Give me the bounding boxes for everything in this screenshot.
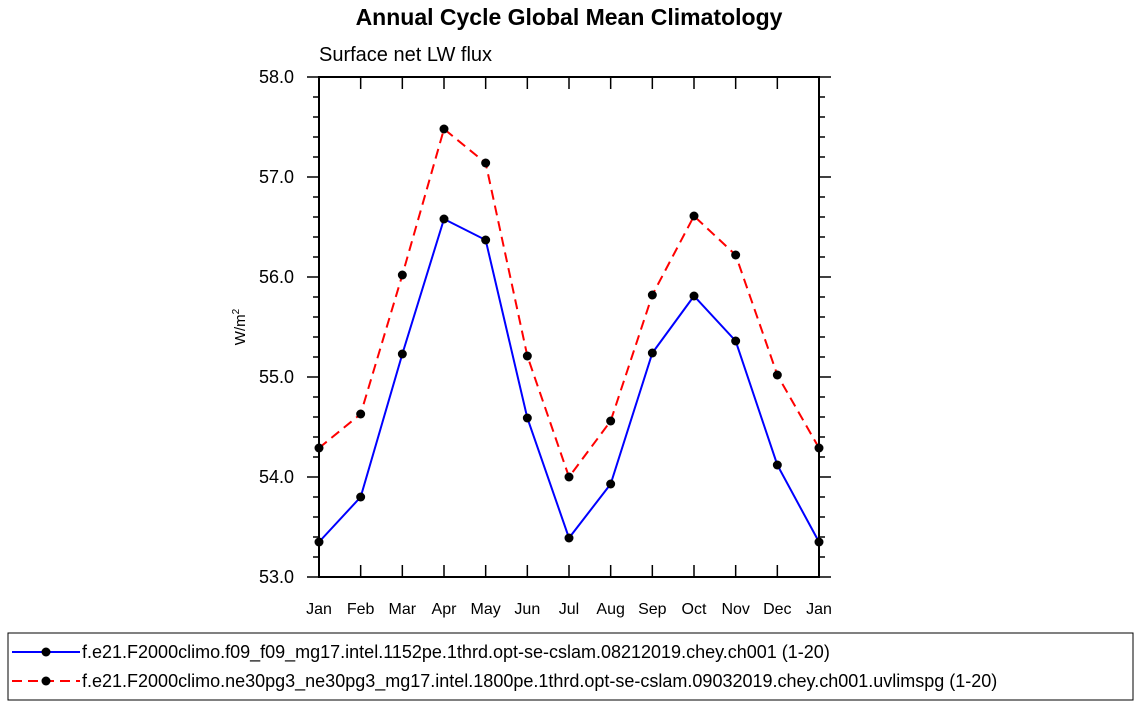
series-2-point (564, 472, 574, 482)
series-1-point (814, 537, 824, 547)
legend-label-1: f.e21.F2000climo.f09_f09_mg17.intel.1152… (82, 642, 830, 663)
series-2-point (731, 250, 741, 260)
y-tick-label: 53.0 (259, 567, 294, 587)
series-2-point (481, 158, 491, 168)
legend-box (7, 632, 1134, 701)
y-tick-label: 54.0 (259, 467, 294, 487)
series-1-point (689, 291, 699, 301)
y-tick-label: 56.0 (259, 267, 294, 287)
x-tick-label: Jun (514, 601, 540, 618)
x-tick-label: Apr (432, 601, 458, 618)
series-2-point (522, 351, 532, 361)
y-tick-label: 57.0 (259, 167, 294, 187)
series-1-point (772, 460, 782, 470)
series-2-point (647, 290, 657, 300)
series-2-point (606, 416, 616, 426)
series-1-point (647, 348, 657, 358)
series-2-point (772, 370, 782, 380)
series-layer (314, 124, 824, 547)
series-1-point (522, 413, 532, 423)
series-2-point (356, 409, 366, 419)
x-tick-label: Feb (347, 601, 375, 618)
series-1-point (314, 537, 324, 547)
series-1-point (356, 492, 366, 502)
series-1-point (731, 336, 741, 346)
y-tick-label: 55.0 (259, 367, 294, 387)
x-tick-label: May (471, 601, 501, 618)
series-1-point (439, 214, 449, 224)
plot-axes: Jan Feb Mar Apr May Jun Jul Aug Sep Oct Nov Dec Jan 5… (259, 67, 832, 618)
y-axis-label-superscript: 2 (231, 308, 242, 314)
series-line-1 (318, 217, 820, 543)
y-axis-label: W/m2 (231, 308, 249, 345)
legend-marker-2 (41, 676, 51, 686)
series-2-point (314, 443, 324, 453)
series-2-point (439, 124, 449, 134)
plot-frame (318, 76, 820, 578)
chart-subtitle: Surface net LW flux (319, 44, 492, 66)
x-tick-label: Jul (559, 601, 579, 618)
x-tick-label: Sep (638, 601, 667, 618)
y-tick-label: 58.0 (259, 67, 294, 87)
x-tick-label: Jan (806, 601, 832, 618)
x-tick-label: Dec (763, 601, 791, 618)
legend-marker-1 (41, 647, 51, 657)
chart-title: Annual Cycle Global Mean Climatology (356, 4, 783, 30)
series-2-point (689, 211, 699, 221)
series-1-point (606, 479, 616, 489)
x-tick-label: Mar (389, 601, 417, 618)
series-2-point (814, 443, 824, 453)
x-tick-label: Jan (306, 601, 332, 618)
series-2-point (397, 270, 407, 280)
series-1-point (564, 533, 574, 543)
legend: f.e21.F2000climo.f09_f09_mg17.intel.1152… (7, 632, 1134, 701)
x-tick-label: Aug (596, 601, 624, 618)
x-tick-label: Nov (721, 601, 749, 618)
series-1-point (481, 235, 491, 245)
x-tick-label: Oct (682, 601, 707, 618)
y-axis-label-text: W/m (232, 314, 249, 345)
series-1-point (397, 349, 407, 359)
legend-label-2: f.e21.F2000climo.ne30pg3_ne30pg3_mg17.in… (82, 671, 997, 692)
series-line-2 (318, 127, 820, 480)
